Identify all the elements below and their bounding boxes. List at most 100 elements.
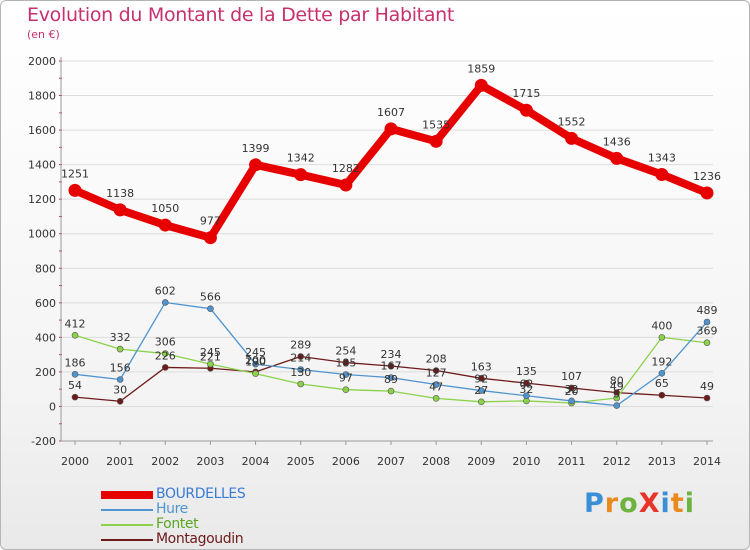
chart-title: Evolution du Montant de la Dette par Hab… [27, 4, 455, 26]
legend-swatch [101, 539, 153, 541]
data-point [703, 318, 711, 326]
data-label: 602 [155, 284, 176, 297]
data-label: 1050 [151, 202, 179, 215]
data-point [116, 397, 124, 405]
y-tick-label: 800 [35, 262, 56, 275]
data-label: 214 [290, 351, 311, 364]
y-tick-label: 2000 [28, 55, 56, 68]
data-label: 1859 [467, 62, 495, 75]
data-point [249, 158, 263, 172]
data-point [432, 367, 440, 374]
y-tick-label: -200 [31, 435, 56, 448]
data-point [297, 366, 305, 373]
y-tick-label: 400 [35, 331, 56, 344]
data-label: 80 [610, 375, 624, 388]
data-label: 200 [245, 354, 266, 367]
data-label: 186 [65, 356, 86, 369]
data-point [523, 379, 530, 387]
data-label: 566 [200, 291, 221, 304]
x-tick-label: 2001 [106, 455, 134, 468]
data-point [71, 393, 79, 401]
data-point [71, 371, 79, 378]
y-tick-label: 1000 [28, 228, 56, 241]
data-point [429, 134, 443, 148]
data-label: 27 [474, 384, 488, 397]
data-label: 245 [245, 346, 266, 359]
y-tick-label: 0 [49, 400, 56, 413]
data-label: 20 [565, 385, 579, 398]
x-tick-label: 2014 [693, 455, 721, 468]
data-point [342, 386, 350, 394]
data-point [207, 305, 214, 312]
data-label: 1282 [332, 162, 360, 175]
data-point [658, 369, 666, 377]
data-point [113, 203, 127, 217]
data-label: 977 [200, 215, 221, 228]
data-point [161, 299, 169, 306]
data-point [342, 359, 350, 366]
data-label: 1399 [242, 142, 270, 155]
data-point [477, 374, 485, 382]
data-label: 127 [426, 367, 447, 380]
data-point [565, 131, 579, 145]
data-label: 369 [697, 325, 718, 338]
data-label: 167 [381, 360, 402, 373]
data-label: 49 [610, 380, 624, 393]
data-label: 1343 [648, 151, 676, 164]
logo-letter: i [660, 488, 671, 519]
data-label: 489 [697, 304, 718, 317]
data-point [252, 370, 259, 377]
data-point [342, 371, 350, 378]
logo-letter: r [604, 488, 620, 519]
data-point [474, 78, 488, 92]
x-tick-label: 2011 [558, 455, 586, 468]
chart-subtitle: (en €) [27, 28, 60, 41]
data-point [71, 331, 79, 339]
x-tick-label: 2010 [512, 455, 540, 468]
data-label: 400 [651, 319, 672, 332]
logo-letter: t [670, 488, 685, 519]
data-point [252, 360, 259, 368]
data-label: 62 [519, 378, 533, 391]
data-point [384, 122, 398, 136]
logo-letter: P [584, 488, 605, 519]
data-point [703, 394, 711, 402]
legend-item-bourdelles: BOURDELLES [101, 486, 321, 502]
legend-item-montagoudin: Montagoudin [101, 531, 321, 547]
data-point [477, 387, 485, 394]
data-label: 1138 [106, 187, 134, 200]
data-label: 163 [471, 360, 492, 373]
data-point [387, 374, 395, 381]
data-label: 92 [474, 373, 488, 386]
legend-label: BOURDELLES [156, 486, 246, 502]
legend-label: Fontet [156, 516, 199, 532]
logo-letter: o [619, 488, 639, 519]
data-point [297, 353, 305, 360]
data-point [207, 360, 214, 368]
data-label: 254 [335, 345, 356, 358]
data-label: 192 [651, 355, 672, 368]
x-tick-label: 2000 [61, 455, 89, 468]
data-point [613, 394, 621, 402]
data-point [161, 350, 169, 357]
data-point [477, 398, 485, 406]
data-label: 1436 [603, 135, 631, 148]
data-point [68, 183, 82, 197]
data-label: 332 [110, 331, 131, 344]
logo-letter: i [684, 488, 695, 519]
x-tick-label: 2006 [332, 455, 360, 468]
data-label: 97 [339, 372, 353, 385]
data-label: 1607 [377, 106, 405, 119]
x-tick-label: 2007 [377, 455, 405, 468]
data-point [523, 392, 530, 400]
data-label: 1715 [512, 87, 540, 100]
y-tick-label: 600 [35, 297, 56, 310]
data-point [568, 384, 575, 392]
x-tick-label: 2003 [196, 455, 224, 468]
data-label: 1535 [422, 118, 450, 131]
data-label: 185 [335, 357, 356, 370]
data-point [519, 103, 533, 117]
data-label: 412 [65, 317, 86, 330]
